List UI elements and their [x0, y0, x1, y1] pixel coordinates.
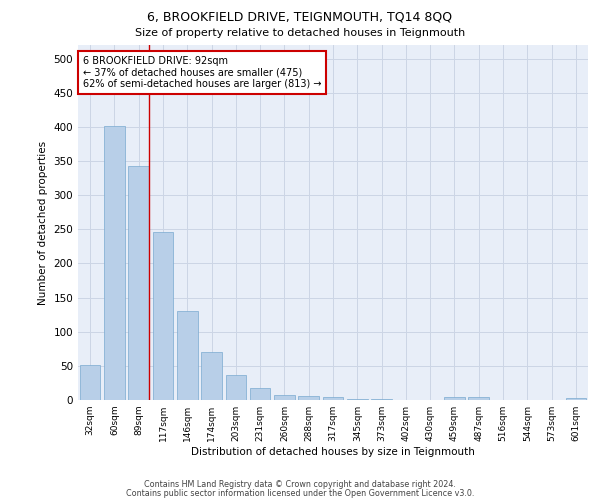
- Text: Contains HM Land Registry data © Crown copyright and database right 2024.: Contains HM Land Registry data © Crown c…: [144, 480, 456, 489]
- Text: 6, BROOKFIELD DRIVE, TEIGNMOUTH, TQ14 8QQ: 6, BROOKFIELD DRIVE, TEIGNMOUTH, TQ14 8Q…: [148, 10, 452, 23]
- Bar: [80, 365, 100, 400]
- Text: 6 BROOKFIELD DRIVE: 92sqm
← 37% of detached houses are smaller (475)
62% of semi: 6 BROOKFIELD DRIVE: 92sqm ← 37% of detac…: [83, 56, 322, 89]
- Bar: [104, 126, 125, 400]
- Bar: [444, 396, 465, 400]
- Bar: [566, 398, 586, 400]
- Bar: [274, 394, 295, 400]
- Bar: [152, 232, 173, 400]
- Bar: [177, 311, 197, 400]
- Y-axis label: Number of detached properties: Number of detached properties: [38, 140, 48, 304]
- Bar: [250, 388, 271, 400]
- Bar: [226, 376, 246, 400]
- Bar: [201, 352, 222, 400]
- X-axis label: Distribution of detached houses by size in Teignmouth: Distribution of detached houses by size …: [191, 447, 475, 457]
- Bar: [128, 166, 149, 400]
- Bar: [323, 396, 343, 400]
- Text: Contains public sector information licensed under the Open Government Licence v3: Contains public sector information licen…: [126, 488, 474, 498]
- Bar: [298, 396, 319, 400]
- Text: Size of property relative to detached houses in Teignmouth: Size of property relative to detached ho…: [135, 28, 465, 38]
- Bar: [469, 398, 489, 400]
- Bar: [347, 398, 368, 400]
